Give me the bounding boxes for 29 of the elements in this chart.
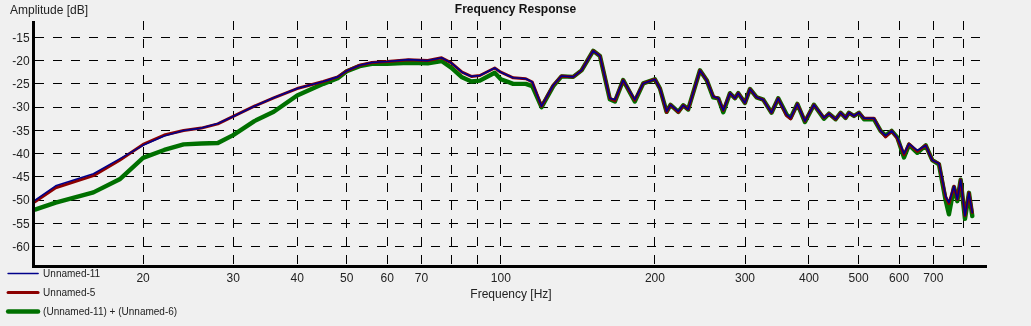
legend-label: Unnamed-5 xyxy=(43,287,96,299)
y-tick-label: -45 xyxy=(12,170,30,185)
x-tick-label: 60 xyxy=(380,271,395,286)
legend-label: Unnamed-11 xyxy=(43,268,101,280)
y-tick-label: -55 xyxy=(12,216,30,231)
y-tick-label: -35 xyxy=(12,123,30,138)
y-axis-title: Amplitude [dB] xyxy=(10,3,89,17)
x-tick-label: 100 xyxy=(490,271,512,286)
legend-label: (Unnamed-11) + (Unnamed-6) xyxy=(43,306,178,318)
x-tick-label: 50 xyxy=(340,271,354,286)
x-tick-label: 700 xyxy=(923,271,944,286)
x-tick-label: 30 xyxy=(226,271,241,286)
y-tick-label: -60 xyxy=(12,240,30,255)
x-tick-label: 70 xyxy=(414,271,429,286)
y-tick-label: -15 xyxy=(12,30,30,45)
y-tick-label: -50 xyxy=(12,193,30,208)
x-tick-label: 40 xyxy=(290,271,305,286)
chart-title: Frequency Response xyxy=(454,2,577,17)
y-tick-label: -40 xyxy=(12,146,30,161)
y-tick-label: -30 xyxy=(12,100,30,115)
x-tick-label: 300 xyxy=(735,271,756,286)
x-tick-label: 200 xyxy=(644,271,666,286)
y-tick-label: -25 xyxy=(12,77,30,92)
x-tick-label: 500 xyxy=(848,271,869,286)
y-tick-label: -20 xyxy=(12,53,30,68)
x-tick-label: 600 xyxy=(889,271,910,286)
x-axis-title: Frequency [Hz] xyxy=(470,287,552,302)
x-tick-label: 20 xyxy=(136,271,151,286)
x-tick-label: 400 xyxy=(798,271,820,286)
